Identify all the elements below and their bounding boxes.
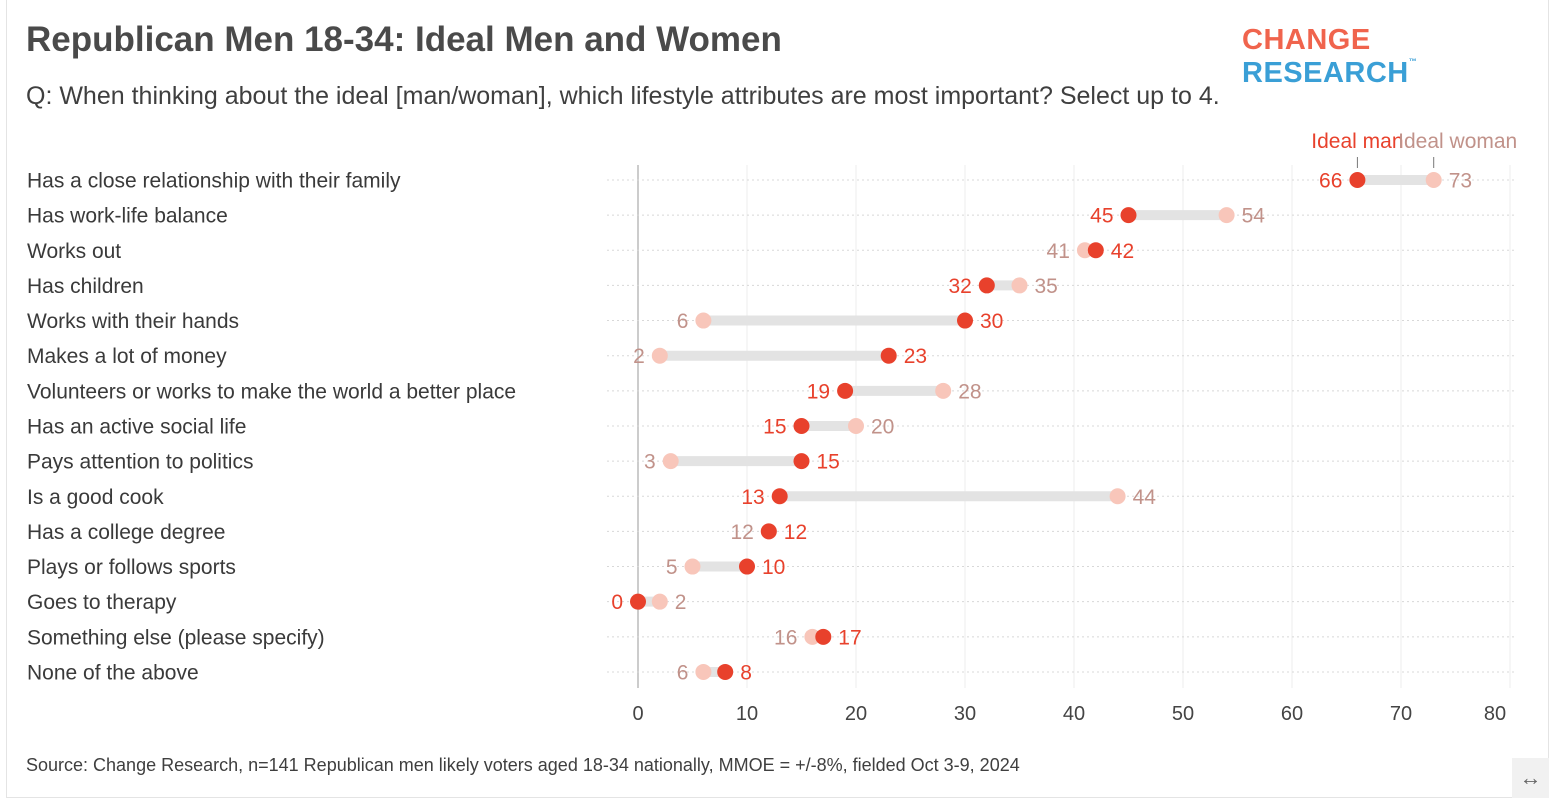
category-label: None of the above bbox=[27, 661, 199, 684]
category-label: Goes to therapy bbox=[27, 591, 177, 614]
ideal-man-point bbox=[793, 453, 810, 470]
ideal-woman-value: 16 bbox=[774, 626, 797, 649]
ideal-woman-point bbox=[1218, 207, 1235, 224]
ideal-woman-value: 44 bbox=[1133, 486, 1157, 509]
ideal-woman-value: 41 bbox=[1047, 240, 1070, 263]
ideal-woman-point bbox=[1011, 277, 1028, 294]
ideal-woman-value: 20 bbox=[871, 415, 894, 438]
category-label: Is a good cook bbox=[27, 486, 164, 509]
ideal-man-point bbox=[739, 558, 755, 575]
category-label: Has an active social life bbox=[27, 415, 246, 438]
ideal-man-point bbox=[630, 593, 646, 610]
chart-subtitle: Q: When thinking about the ideal [man/wo… bbox=[26, 82, 1220, 110]
ideal-woman-value: 35 bbox=[1035, 275, 1058, 298]
x-tick-label: 10 bbox=[736, 703, 758, 725]
ideal-man-value: 8 bbox=[740, 661, 752, 684]
ideal-woman-value: 28 bbox=[958, 380, 981, 403]
ideal-man-value: 13 bbox=[741, 486, 764, 509]
ideal-man-point bbox=[837, 382, 854, 399]
ideal-man-value: 42 bbox=[1111, 240, 1134, 263]
ideal-man-value: 32 bbox=[948, 275, 971, 298]
category-label: Volunteers or works to make the world a … bbox=[27, 380, 516, 403]
logo-tm: ™ bbox=[1408, 57, 1418, 66]
legend-ideal-woman: Ideal woman bbox=[1398, 130, 1517, 153]
chart-title: Republican Men 18-34: Ideal Men and Wome… bbox=[26, 20, 782, 59]
x-tick-label: 70 bbox=[1390, 703, 1412, 725]
x-tick-label: 0 bbox=[632, 703, 643, 725]
source-note: Source: Change Research, n=141 Republica… bbox=[26, 755, 1020, 775]
ideal-man-point bbox=[880, 347, 897, 364]
ideal-woman-point bbox=[935, 382, 952, 399]
x-tick-label: 40 bbox=[1063, 703, 1085, 725]
ideal-man-value: 15 bbox=[763, 415, 786, 438]
ideal-man-point bbox=[978, 277, 995, 294]
category-label: Has a close relationship with their fami… bbox=[27, 170, 401, 193]
ideal-man-point bbox=[957, 312, 973, 329]
ideal-man-point bbox=[815, 628, 832, 645]
ideal-woman-value: 6 bbox=[677, 661, 689, 684]
x-tick-label: 80 bbox=[1484, 703, 1506, 725]
chart-frame bbox=[6, 0, 1549, 798]
ideal-man-value: 0 bbox=[611, 591, 623, 614]
ideal-man-point bbox=[1349, 172, 1366, 188]
ideal-woman-point bbox=[1425, 172, 1442, 188]
ideal-woman-value: 54 bbox=[1242, 205, 1266, 228]
ideal-woman-value: 5 bbox=[666, 556, 678, 579]
ideal-woman-value: 3 bbox=[644, 451, 656, 474]
category-label: Works with their hands bbox=[27, 310, 239, 333]
ideal-woman-point bbox=[684, 558, 701, 575]
category-label: Works out bbox=[27, 240, 121, 263]
ideal-woman-value: 73 bbox=[1449, 170, 1472, 193]
ideal-woman-value: 2 bbox=[633, 345, 645, 368]
category-label: Has children bbox=[27, 275, 144, 298]
category-label: Pays attention to politics bbox=[27, 451, 253, 474]
x-tick-label: 60 bbox=[1281, 703, 1303, 725]
logo-part1: CHANGE bbox=[1242, 24, 1371, 56]
category-label: Has work-life balance bbox=[27, 205, 228, 228]
ideal-man-value: 19 bbox=[807, 380, 830, 403]
category-label: Makes a lot of money bbox=[27, 345, 227, 368]
ideal-man-value: 15 bbox=[817, 451, 840, 474]
ideal-woman-point bbox=[651, 593, 668, 610]
x-tick-label: 50 bbox=[1172, 703, 1194, 725]
ideal-woman-value: 12 bbox=[730, 521, 753, 544]
legend-ideal-man: Ideal man bbox=[1311, 130, 1403, 153]
ideal-man-point bbox=[1087, 242, 1104, 259]
ideal-woman-point bbox=[662, 453, 679, 470]
ideal-man-point bbox=[717, 663, 734, 680]
ideal-woman-value: 6 bbox=[677, 310, 689, 333]
ideal-man-value: 30 bbox=[980, 310, 1003, 333]
logo-part2: RESEARCH bbox=[1242, 57, 1409, 89]
ideal-man-point bbox=[771, 488, 788, 505]
expand-icon[interactable]: ↔ bbox=[1512, 758, 1549, 798]
category-label: Has a college degree bbox=[27, 521, 225, 544]
ideal-man-value: 66 bbox=[1319, 170, 1342, 193]
ideal-man-point bbox=[793, 417, 810, 434]
ideal-woman-value: 2 bbox=[675, 591, 687, 614]
ideal-man-value: 17 bbox=[838, 626, 861, 649]
category-label: Plays or follows sports bbox=[27, 556, 236, 579]
ideal-woman-point bbox=[1109, 488, 1126, 505]
x-tick-label: 30 bbox=[954, 703, 976, 725]
category-label: Something else (please specify) bbox=[27, 626, 325, 649]
ideal-man-value: 23 bbox=[904, 345, 927, 368]
ideal-man-value: 45 bbox=[1090, 205, 1113, 228]
ideal-man-value: 10 bbox=[762, 556, 785, 579]
ideal-woman-point bbox=[695, 312, 712, 329]
ideal-woman-point bbox=[651, 347, 668, 364]
ideal-man-point bbox=[1120, 207, 1137, 224]
ideal-man-point bbox=[760, 523, 777, 540]
ideal-woman-point bbox=[695, 663, 712, 680]
ideal-woman-point bbox=[848, 417, 864, 434]
ideal-man-value: 12 bbox=[784, 521, 807, 544]
change-research-logo: CHANGE RESEARCH™ bbox=[1242, 24, 1550, 90]
x-tick-label: 20 bbox=[845, 703, 867, 725]
